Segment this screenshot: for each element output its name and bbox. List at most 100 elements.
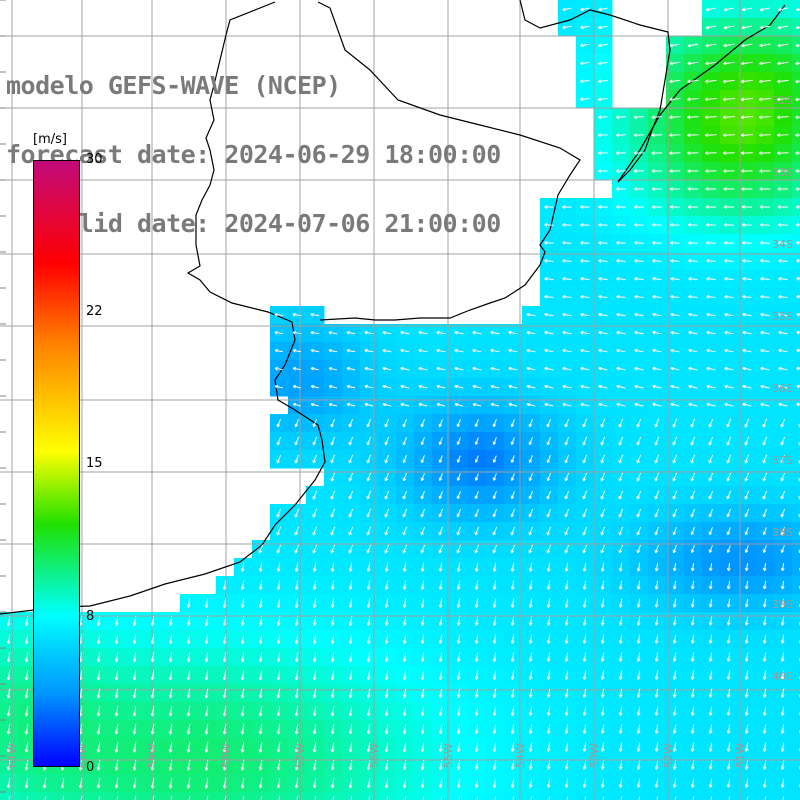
wind-arrow (651, 115, 663, 120)
wind-arrow (222, 741, 227, 753)
wind-arrow (204, 705, 209, 717)
wind-arrow (580, 294, 590, 299)
wind-arrow (598, 402, 608, 407)
wind-arrow (708, 742, 713, 752)
wind-arrow (510, 688, 515, 698)
wind-arrow (562, 7, 572, 12)
wind-arrow (510, 580, 515, 590)
wind-arrow (170, 795, 173, 800)
wind-arrow (654, 688, 659, 698)
wind-arrow (492, 580, 497, 590)
wind-arrow (796, 258, 800, 263)
wind-arrow (708, 508, 714, 518)
wind-arrow (294, 436, 300, 446)
wind-arrow (438, 742, 443, 752)
wind-arrow (672, 778, 677, 788)
wind-arrow (598, 348, 608, 353)
wind-arrow (474, 670, 479, 680)
speed-cell (792, 18, 800, 37)
wind-arrow (312, 544, 318, 554)
wind-arrow (600, 778, 605, 788)
wind-arrow (492, 562, 497, 572)
speed-cell (486, 792, 505, 800)
wind-arrow (600, 598, 605, 608)
wind-arrow (564, 580, 569, 590)
wind-arrow (492, 437, 497, 445)
wind-arrow (330, 580, 335, 590)
wind-arrow (436, 402, 446, 407)
wind-arrow (366, 760, 371, 771)
wind-arrow (723, 187, 735, 191)
wind-arrow (651, 169, 663, 173)
wind-arrow (438, 652, 443, 662)
wind-arrow (726, 581, 731, 590)
wind-arrow (528, 473, 533, 482)
wind-arrow (348, 670, 353, 681)
wind-arrow (708, 670, 713, 680)
wind-arrow (600, 706, 605, 716)
wind-arrow (366, 670, 371, 680)
wind-arrow (436, 348, 446, 353)
wind-arrow (795, 7, 800, 12)
wind-arrow (366, 706, 371, 717)
wind-arrow (795, 133, 800, 138)
wind-arrow (330, 544, 336, 554)
wind-arrow (726, 742, 731, 752)
wind-arrow (492, 706, 497, 716)
wind-arrow (258, 687, 263, 699)
wind-arrow (438, 562, 443, 572)
wind-arrow (222, 652, 227, 663)
wind-arrow (634, 240, 644, 245)
wind-arrow (296, 795, 299, 800)
wind-arrow (760, 384, 770, 389)
wind-arrow (420, 616, 425, 626)
wind-arrow (687, 43, 699, 48)
wind-arrow (508, 384, 518, 389)
wind-arrow (366, 616, 371, 626)
wind-arrow (582, 436, 588, 446)
wind-arrow (582, 508, 588, 518)
wind-arrow (795, 205, 800, 209)
wind-arrow (636, 490, 642, 500)
wind-arrow (402, 490, 408, 500)
wind-arrow (562, 330, 572, 335)
wind-arrow (186, 759, 191, 771)
lon-label: 51W (734, 743, 747, 768)
wind-arrow (62, 795, 65, 800)
wind-arrow (600, 652, 605, 662)
wind-arrow (96, 723, 101, 735)
wind-arrow (670, 348, 680, 353)
wind-arrow (724, 240, 734, 245)
wind-arrow (456, 491, 461, 500)
wind-arrow (274, 330, 284, 335)
wind-arrow (634, 205, 644, 209)
wind-arrow (777, 25, 789, 30)
wind-arrow (758, 115, 771, 120)
wind-arrow (762, 545, 767, 553)
speed-cell (630, 792, 649, 800)
wind-arrow (134, 795, 137, 800)
wind-arrow (740, 115, 753, 120)
wind-arrow (616, 384, 626, 389)
wind-arrow (440, 796, 443, 800)
title-forecast-date: forecast date: 2024-06-29 18:00:00 (6, 140, 501, 169)
wind-arrow (598, 25, 608, 30)
speed-cell (792, 0, 800, 19)
speed-cell (792, 288, 800, 307)
wind-arrow (276, 670, 281, 681)
wind-arrow (260, 795, 263, 800)
wind-arrow (456, 419, 461, 428)
wind-arrow (366, 688, 371, 699)
wind-arrow (384, 562, 389, 572)
wind-arrow (386, 796, 389, 800)
wind-arrow (762, 670, 767, 680)
wind-arrow (546, 472, 551, 482)
wind-arrow (328, 402, 338, 407)
wind-arrow (690, 616, 695, 626)
wind-arrow (744, 581, 749, 590)
wind-arrow (636, 598, 641, 608)
wind-arrow (777, 61, 789, 66)
wind-arrow (654, 562, 659, 572)
wind-arrow (402, 634, 407, 644)
wind-arrow (616, 276, 626, 281)
